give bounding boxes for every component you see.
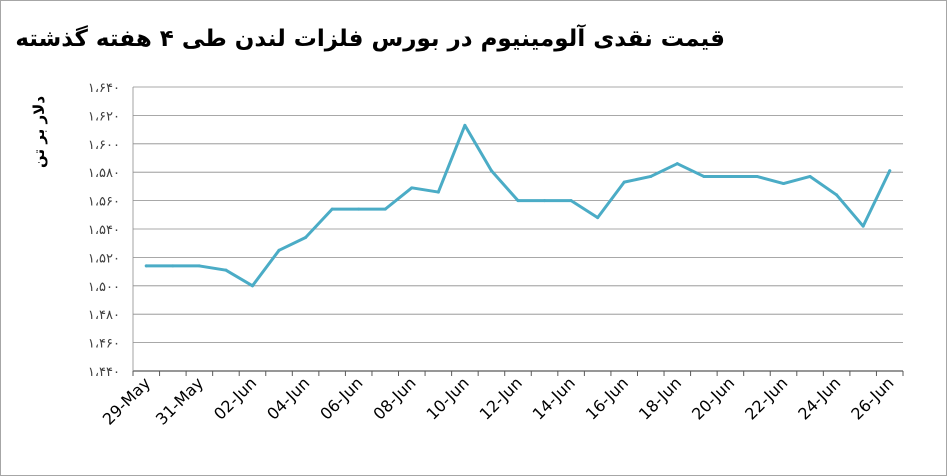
- x-tick-label: 16-Jun: [582, 373, 632, 423]
- data-point: [596, 216, 600, 220]
- grid-lines: [132, 86, 903, 372]
- x-tick-label: 10-Jun: [422, 373, 472, 423]
- x-tick-label: 14-Jun: [529, 373, 579, 423]
- y-axis-label: دلار بر تن: [30, 96, 48, 168]
- x-tick-label: 26-Jun: [847, 373, 897, 423]
- data-point: [622, 180, 626, 184]
- y-tick-label: ۱،۶۲۰: [88, 109, 120, 124]
- x-tick-label: 29-May: [99, 373, 154, 428]
- x-tick-label: 08-Jun: [369, 373, 419, 423]
- x-tick-label: 22-Jun: [741, 373, 791, 423]
- data-point: [543, 199, 547, 203]
- y-tick-label: ۱،۵۰۰: [88, 280, 120, 295]
- x-tick-label: 20-Jun: [688, 373, 738, 423]
- series-line: [144, 123, 892, 288]
- data-point: [649, 174, 653, 178]
- data-point: [782, 182, 786, 186]
- data-point: [755, 174, 759, 178]
- data-point: [489, 169, 493, 173]
- y-tick-label: ۱،۶۴۰: [88, 81, 120, 96]
- data-point: [250, 284, 254, 288]
- data-point: [277, 248, 281, 252]
- y-tick-label: ۱،۵۴۰: [88, 223, 120, 238]
- x-tick-label: 02-Jun: [210, 373, 260, 423]
- y-axis-ticks: ۱،۶۴۰ ۱،۶۲۰ ۱،۶۰۰ ۱،۵۸۰ ۱،۵۶۰ ۱،۵۴۰ ۱،۵۲۰ ۱،۵۰۰…: [88, 81, 120, 380]
- data-point: [702, 174, 706, 178]
- data-point: [383, 207, 387, 211]
- data-point: [835, 193, 839, 197]
- data-point: [144, 264, 148, 268]
- data-point: [436, 190, 440, 194]
- y-tick-label: ۱،۴۴۰: [88, 365, 120, 380]
- data-point: [304, 236, 308, 240]
- data-point: [728, 174, 732, 178]
- data-point: [410, 186, 414, 190]
- y-tick-label: ۱،۵۲۰: [88, 251, 120, 266]
- data-point: [888, 169, 892, 173]
- y-tick-label: ۱،۵۸۰: [88, 166, 120, 181]
- y-tick-label: ۱،۴۶۰: [88, 337, 120, 352]
- y-tick-label: ۱،۴۸۰: [88, 308, 120, 323]
- series-layer: [144, 123, 892, 288]
- data-point: [171, 264, 175, 268]
- y-tick-label: ۱،۵۶۰: [88, 195, 120, 210]
- x-tick-label: 06-Jun: [316, 373, 366, 423]
- x-tick-label: 18-Jun: [635, 373, 685, 423]
- data-point: [861, 224, 865, 228]
- data-point: [224, 268, 228, 272]
- x-tick-label: 31-May: [152, 373, 207, 428]
- x-tick-label: 24-Jun: [794, 373, 844, 423]
- data-point: [357, 207, 361, 211]
- data-point: [808, 174, 812, 178]
- data-point: [516, 199, 520, 203]
- y-tick-label: ۱،۶۰۰: [88, 138, 120, 153]
- data-point: [197, 264, 201, 268]
- data-point: [330, 207, 334, 211]
- chart-title: قیمت نقدی آلومینیوم در بورس فلزات لندن ط…: [15, 26, 725, 52]
- x-tick-label: 04-Jun: [263, 373, 313, 423]
- data-point: [675, 162, 679, 166]
- x-tick-label: 12-Jun: [476, 373, 526, 423]
- data-point: [463, 123, 467, 127]
- data-point: [569, 199, 573, 203]
